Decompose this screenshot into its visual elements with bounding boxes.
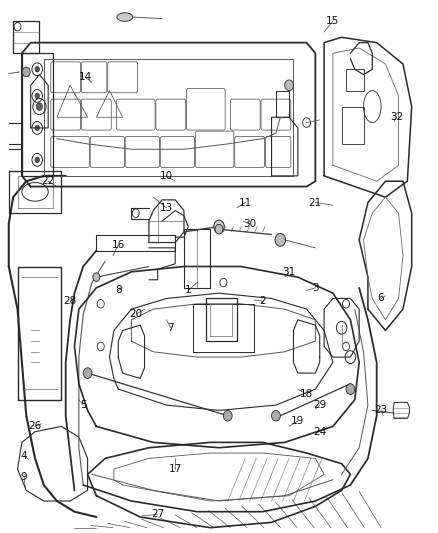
Circle shape	[285, 80, 293, 91]
Text: 26: 26	[28, 422, 42, 431]
Text: 4: 4	[21, 451, 28, 461]
Text: 22: 22	[42, 176, 55, 186]
Text: 9: 9	[21, 472, 28, 482]
Circle shape	[93, 273, 100, 281]
Text: 23: 23	[374, 406, 388, 415]
Bar	[346, 69, 364, 91]
Circle shape	[272, 410, 280, 421]
Text: 14: 14	[79, 72, 92, 82]
Circle shape	[214, 220, 224, 233]
Circle shape	[83, 368, 92, 378]
Circle shape	[346, 384, 355, 394]
Circle shape	[275, 233, 286, 246]
Text: 2: 2	[259, 296, 266, 306]
Bar	[193, 304, 254, 352]
Circle shape	[36, 103, 42, 110]
Text: 10: 10	[160, 171, 173, 181]
Text: 15: 15	[326, 17, 339, 26]
Text: 17: 17	[169, 464, 182, 474]
Text: 21: 21	[309, 198, 322, 207]
Bar	[342, 107, 364, 144]
Circle shape	[22, 67, 30, 77]
Text: 30: 30	[243, 219, 256, 229]
Text: 7: 7	[167, 323, 174, 333]
Text: 18: 18	[300, 390, 313, 399]
Text: 6: 6	[378, 294, 385, 303]
Text: 11: 11	[239, 198, 252, 207]
Circle shape	[35, 67, 39, 72]
Text: 31: 31	[283, 267, 296, 277]
Text: 13: 13	[160, 203, 173, 213]
Text: 1: 1	[185, 286, 192, 295]
Text: 32: 32	[390, 112, 403, 122]
Circle shape	[35, 157, 39, 163]
Text: 8: 8	[115, 286, 122, 295]
Text: 5: 5	[80, 400, 87, 410]
Circle shape	[223, 410, 232, 421]
Text: 28: 28	[64, 296, 77, 306]
Text: 24: 24	[313, 427, 326, 437]
Circle shape	[215, 224, 223, 234]
Text: 3: 3	[312, 283, 319, 293]
Text: 29: 29	[313, 400, 326, 410]
Text: 16: 16	[112, 240, 125, 250]
Text: 27: 27	[151, 510, 164, 519]
Ellipse shape	[117, 13, 133, 21]
Text: 20: 20	[129, 310, 142, 319]
Circle shape	[35, 125, 39, 131]
Text: 19: 19	[291, 416, 304, 426]
Circle shape	[35, 93, 39, 99]
